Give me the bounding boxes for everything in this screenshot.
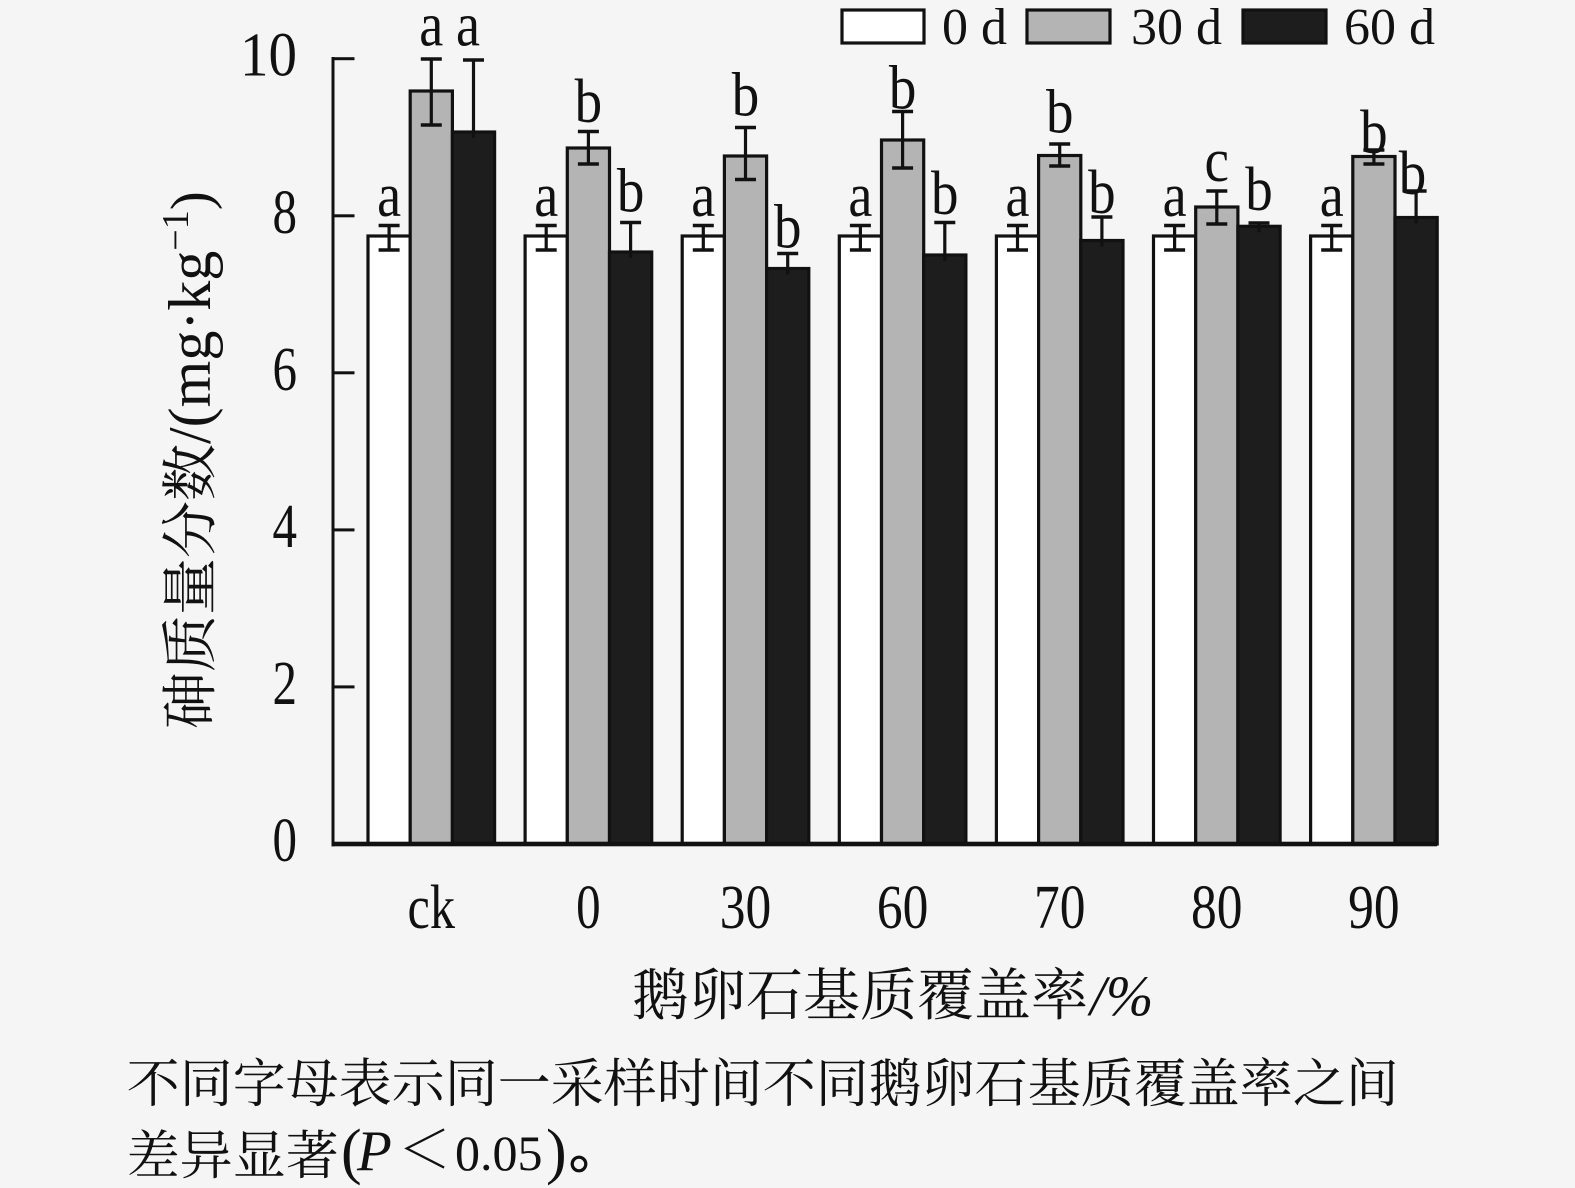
svg-text:b: b: [1088, 159, 1116, 227]
svg-text:b: b: [1046, 79, 1074, 147]
svg-text:70: 70: [1034, 874, 1086, 942]
svg-text:10: 10: [240, 22, 297, 90]
svg-text:a: a: [848, 162, 872, 230]
svg-text:6: 6: [273, 336, 298, 404]
svg-text:0 d: 0 d: [942, 0, 1007, 56]
svg-text:60 d: 60 d: [1344, 0, 1435, 56]
svg-text:b: b: [774, 193, 802, 261]
svg-text:): ): [546, 1118, 567, 1186]
svg-text:ck: ck: [408, 874, 456, 942]
svg-text:b: b: [889, 55, 917, 123]
svg-text:/%: /%: [1087, 965, 1153, 1028]
svg-text:0.05: 0.05: [455, 1125, 543, 1181]
svg-text:b: b: [732, 62, 760, 130]
svg-text:0: 0: [576, 874, 601, 942]
svg-text:(: (: [341, 1118, 362, 1186]
svg-text:a: a: [534, 162, 558, 230]
svg-text:4: 4: [273, 493, 298, 561]
svg-text:a: a: [456, 0, 480, 60]
svg-text:a: a: [377, 162, 401, 230]
svg-text:a: a: [691, 162, 715, 230]
svg-text:b: b: [617, 158, 645, 226]
svg-text:a: a: [1163, 162, 1187, 230]
svg-text:/(mg·kg−1): /(mg·kg−1): [155, 191, 223, 444]
svg-text:80: 80: [1191, 874, 1243, 942]
svg-text:b: b: [1360, 99, 1388, 167]
svg-text:P: P: [356, 1120, 392, 1183]
svg-text:b: b: [1245, 156, 1273, 224]
svg-text:a: a: [1320, 162, 1344, 230]
svg-text:30 d: 30 d: [1131, 0, 1222, 56]
svg-text:b: b: [931, 160, 959, 228]
svg-text:b: b: [1399, 140, 1427, 208]
svg-text:0: 0: [273, 807, 298, 875]
svg-text:2: 2: [273, 650, 298, 718]
svg-text:30: 30: [720, 874, 772, 942]
svg-text:8: 8: [273, 179, 298, 247]
svg-text:60: 60: [877, 874, 929, 942]
svg-text:a: a: [419, 0, 443, 60]
svg-text:90: 90: [1348, 874, 1400, 942]
svg-text:c: c: [1205, 127, 1230, 195]
svg-text:b: b: [575, 68, 603, 136]
svg-text:a: a: [1006, 162, 1030, 230]
